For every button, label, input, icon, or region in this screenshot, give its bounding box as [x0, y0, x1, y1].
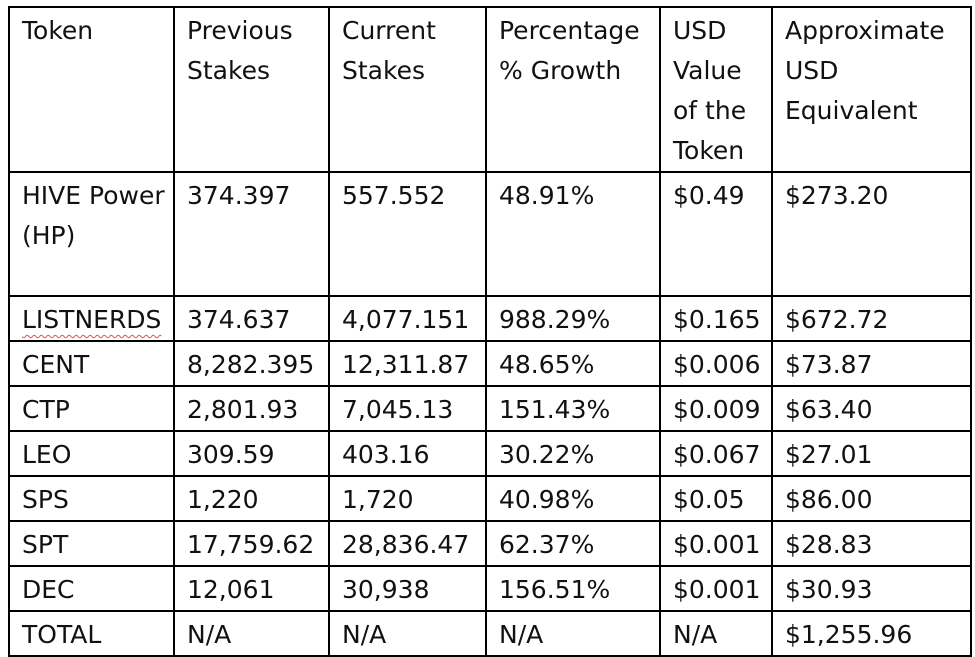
cell-usd-equivalent: $1,255.96 — [771, 610, 972, 657]
table-row: LISTNERDS 374.637 4,077.151 988.29% $0.1… — [8, 295, 972, 342]
cell-usd-equivalent: $672.72 — [771, 295, 972, 342]
cell-token: TOTAL — [8, 610, 175, 657]
cell-growth: 156.51% — [485, 565, 661, 612]
cell-token: SPS — [8, 475, 175, 522]
cell-growth: 48.65% — [485, 340, 661, 387]
document-page: Token Previous Stakes Current Stakes Per… — [8, 6, 972, 657]
cell-usd-equivalent: $63.40 — [771, 385, 972, 432]
cell-usd-equivalent: $73.87 — [771, 340, 972, 387]
cell-usd-equivalent: $30.93 — [771, 565, 972, 612]
cell-usd-value: $0.49 — [659, 171, 773, 297]
table-row: HIVE Power (HP) 374.397 557.552 48.91% $… — [8, 171, 972, 297]
cell-usd-equivalent: $86.00 — [771, 475, 972, 522]
cell-usd-value: $0.001 — [659, 520, 773, 567]
cell-token: SPT — [8, 520, 175, 567]
cell-token: CTP — [8, 385, 175, 432]
cell-previous-stakes: 374.637 — [173, 295, 330, 342]
cell-previous-stakes: 1,220 — [173, 475, 330, 522]
cell-usd-equivalent: $28.83 — [771, 520, 972, 567]
header-current-stakes: Current Stakes — [328, 6, 487, 173]
cell-previous-stakes: 17,759.62 — [173, 520, 330, 567]
cell-current-stakes: 7,045.13 — [328, 385, 487, 432]
table-row: CENT 8,282.395 12,311.87 48.65% $0.006 $… — [8, 340, 972, 387]
cell-growth: 40.98% — [485, 475, 661, 522]
cell-usd-value: $0.006 — [659, 340, 773, 387]
cell-growth: 30.22% — [485, 430, 661, 477]
cell-current-stakes: 30,938 — [328, 565, 487, 612]
table-row: CTP 2,801.93 7,045.13 151.43% $0.009 $63… — [8, 385, 972, 432]
header-previous-stakes: Previous Stakes — [173, 6, 330, 173]
cell-previous-stakes: 8,282.395 — [173, 340, 330, 387]
cell-current-stakes: N/A — [328, 610, 487, 657]
header-row: Token Previous Stakes Current Stakes Per… — [8, 6, 972, 173]
spellcheck-underlined-text: LISTNERDS — [22, 305, 162, 334]
cell-usd-value: $0.001 — [659, 565, 773, 612]
cell-growth: 62.37% — [485, 520, 661, 567]
cell-previous-stakes: N/A — [173, 610, 330, 657]
cell-growth: 48.91% — [485, 171, 661, 297]
cell-token: HIVE Power (HP) — [8, 171, 175, 297]
cell-growth: 151.43% — [485, 385, 661, 432]
cell-current-stakes: 12,311.87 — [328, 340, 487, 387]
cell-current-stakes: 4,077.151 — [328, 295, 487, 342]
table-row: SPS 1,220 1,720 40.98% $0.05 $86.00 — [8, 475, 972, 522]
cell-growth: 988.29% — [485, 295, 661, 342]
staking-table: Token Previous Stakes Current Stakes Per… — [8, 6, 972, 657]
cell-token: LEO — [8, 430, 175, 477]
cell-usd-value: $0.009 — [659, 385, 773, 432]
table-row: DEC 12,061 30,938 156.51% $0.001 $30.93 — [8, 565, 972, 612]
cell-current-stakes: 557.552 — [328, 171, 487, 297]
cell-usd-value: N/A — [659, 610, 773, 657]
cell-usd-equivalent: $27.01 — [771, 430, 972, 477]
cell-growth: N/A — [485, 610, 661, 657]
header-usd-value: USD Value of the Token — [659, 6, 773, 173]
cell-previous-stakes: 12,061 — [173, 565, 330, 612]
header-token: Token — [8, 6, 175, 173]
cell-current-stakes: 403.16 — [328, 430, 487, 477]
cell-usd-value: $0.067 — [659, 430, 773, 477]
total-row: TOTAL N/A N/A N/A N/A $1,255.96 — [8, 610, 972, 657]
header-usd-equivalent: Approximate USD Equivalent — [771, 6, 972, 173]
table-row: LEO 309.59 403.16 30.22% $0.067 $27.01 — [8, 430, 972, 477]
cell-usd-value: $0.05 — [659, 475, 773, 522]
cell-previous-stakes: 2,801.93 — [173, 385, 330, 432]
cell-token: LISTNERDS — [8, 295, 175, 342]
cell-usd-value: $0.165 — [659, 295, 773, 342]
cell-previous-stakes: 374.397 — [173, 171, 330, 297]
table-row: SPT 17,759.62 28,836.47 62.37% $0.001 $2… — [8, 520, 972, 567]
cell-current-stakes: 1,720 — [328, 475, 487, 522]
cell-usd-equivalent: $273.20 — [771, 171, 972, 297]
cell-token: CENT — [8, 340, 175, 387]
cell-current-stakes: 28,836.47 — [328, 520, 487, 567]
header-percentage-growth: Percentage % Growth — [485, 6, 661, 173]
cell-token: DEC — [8, 565, 175, 612]
cell-previous-stakes: 309.59 — [173, 430, 330, 477]
